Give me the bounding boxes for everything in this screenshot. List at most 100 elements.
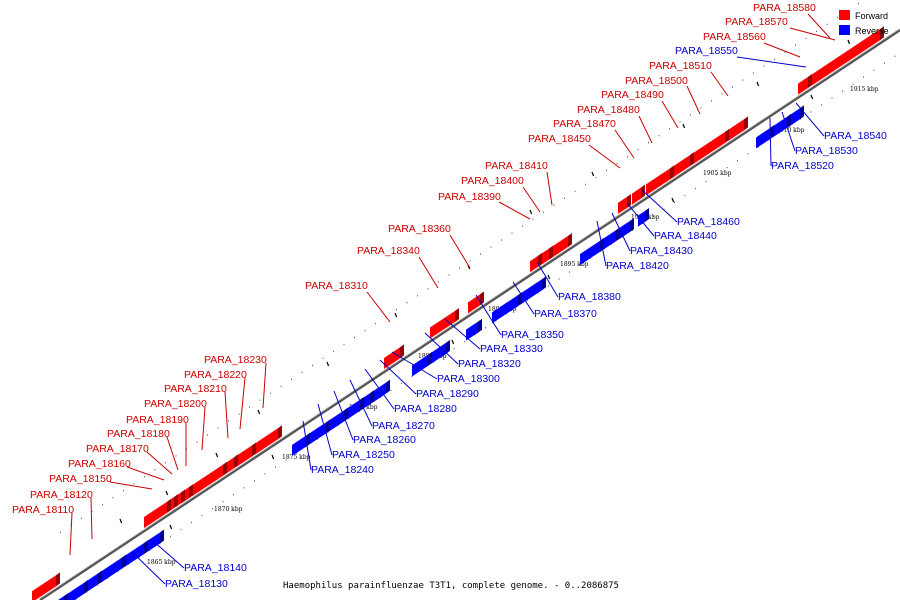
gene-face — [100, 557, 122, 584]
gene-label-para-18300[interactable]: PARA_18300 — [437, 373, 500, 385]
gene-label-para-18450[interactable]: PARA_18450 — [528, 133, 591, 145]
gene-forward-block[interactable] — [236, 442, 256, 468]
gene-label-para-18150[interactable]: PARA_18150 — [49, 473, 112, 485]
gene-label-para-18510[interactable]: PARA_18510 — [649, 60, 712, 72]
gene-label-para-18520[interactable]: PARA_18520 — [771, 160, 834, 172]
gene-label-para-18560[interactable]: PARA_18560 — [703, 31, 766, 43]
gene-label-para-18500[interactable]: PARA_18500 — [625, 75, 688, 87]
gene-label-para-18570[interactable]: PARA_18570 — [725, 16, 788, 28]
gene-label-para-18390[interactable]: PARA_18390 — [438, 191, 501, 203]
genome-axis-line — [39, 28, 900, 602]
gene-label-para-18440[interactable]: PARA_18440 — [654, 230, 717, 242]
tick-dot — [207, 434, 208, 436]
gene-label-para-18140[interactable]: PARA_18140 — [184, 562, 247, 574]
gene-forward-block[interactable] — [540, 245, 553, 266]
gene-label-para-18250[interactable]: PARA_18250 — [332, 449, 395, 461]
gene-label-para-18490[interactable]: PARA_18490 — [601, 89, 664, 101]
gene-label-para-18410[interactable]: PARA_18410 — [485, 160, 548, 172]
gene-label-para-18260[interactable]: PARA_18260 — [353, 434, 416, 446]
gene-label-para-18280[interactable]: PARA_18280 — [394, 403, 457, 415]
gene-top — [870, 26, 884, 36]
gene-forward-block[interactable] — [430, 307, 459, 339]
gene-label-para-18230[interactable]: PARA_18230 — [204, 354, 267, 366]
gene-label-para-18200[interactable]: PARA_18200 — [144, 398, 207, 410]
gene-label-para-18220[interactable]: PARA_18220 — [184, 369, 247, 381]
gene-forward-block[interactable] — [192, 461, 227, 497]
gene-label-para-18180[interactable]: PARA_18180 — [107, 428, 170, 440]
gene-label-para-18470[interactable]: PARA_18470 — [553, 118, 616, 130]
gene-label-para-18320[interactable]: PARA_18320 — [458, 358, 521, 370]
gene-label-para-18160[interactable]: PARA_18160 — [68, 458, 131, 470]
gene-forward-block[interactable] — [672, 152, 694, 179]
gene-label-para-18550[interactable]: PARA_18550 — [675, 45, 738, 57]
gene-label-para-18540[interactable]: PARA_18540 — [824, 130, 887, 142]
gene-forward-block[interactable] — [144, 498, 171, 529]
gene-forward-block[interactable] — [255, 425, 282, 455]
gene-label-para-18420[interactable]: PARA_18420 — [606, 260, 669, 272]
gene-forward-block[interactable] — [550, 233, 572, 259]
tick-dot — [485, 327, 486, 329]
gene-label-para-18340[interactable]: PARA_18340 — [357, 245, 420, 257]
gene-forward-block[interactable] — [870, 26, 884, 47]
gene-reverse-block[interactable] — [146, 529, 164, 553]
gene-reverse-block[interactable] — [346, 396, 364, 421]
gene-reverse-block[interactable] — [86, 570, 102, 593]
gene-label-para-18530[interactable]: PARA_18530 — [795, 145, 858, 157]
gene-label-para-18270[interactable]: PARA_18270 — [372, 420, 435, 432]
gene-end — [670, 165, 674, 180]
gene-label-para-18330[interactable]: PARA_18330 — [480, 343, 543, 355]
gene-forward-block[interactable] — [798, 73, 812, 95]
gene-reverse-block[interactable] — [68, 579, 88, 605]
gene-reverse-block[interactable] — [328, 407, 348, 433]
gene-label-para-18240[interactable]: PARA_18240 — [311, 464, 374, 476]
gene-reverse-block[interactable] — [372, 379, 390, 403]
gene-label-para-18210[interactable]: PARA_18210 — [164, 383, 227, 395]
gene-reverse-block[interactable] — [124, 540, 148, 568]
gene-label-para-18290[interactable]: PARA_18290 — [416, 388, 479, 400]
gene-label-para-18110[interactable]: PARA_18110 — [12, 504, 74, 516]
gene-label-para-18360[interactable]: PARA_18360 — [388, 223, 451, 235]
kbp-label: 1910 kbp — [776, 127, 805, 134]
gene-top — [255, 425, 282, 444]
gene-forward-block[interactable] — [384, 344, 404, 369]
gene-reverse-block[interactable] — [430, 339, 450, 365]
gene-label-para-18480[interactable]: PARA_18480 — [577, 104, 640, 116]
gene-reverse-block[interactable] — [580, 237, 604, 266]
gene-label-para-18460[interactable]: PARA_18460 — [677, 216, 740, 228]
gene-reverse-block[interactable] — [602, 227, 620, 251]
gene-forward-block[interactable] — [646, 165, 674, 196]
gene-reverse-block[interactable] — [492, 292, 522, 324]
gene-reverse-block[interactable] — [466, 318, 482, 341]
gene-forward-block[interactable] — [468, 291, 484, 314]
gene-label-para-18170[interactable]: PARA_18170 — [86, 443, 149, 455]
tick-dot — [390, 389, 392, 391]
gene-reverse-block[interactable] — [756, 125, 774, 149]
gene-forward-block[interactable] — [32, 572, 60, 603]
gene-label-para-18580[interactable]: PARA_18580 — [753, 2, 816, 14]
gene-label-para-18190[interactable]: PARA_18190 — [126, 414, 189, 426]
gene-reverse-block[interactable] — [618, 217, 634, 240]
gene-reverse-block[interactable] — [412, 351, 432, 377]
gene-reverse-block[interactable] — [772, 113, 791, 138]
gene-label-para-18350[interactable]: PARA_18350 — [501, 329, 564, 341]
gene-forward-block[interactable] — [728, 116, 748, 141]
tick-dot — [233, 494, 234, 496]
gene-forward-block[interactable] — [530, 252, 542, 273]
gene-forward-block[interactable] — [225, 454, 238, 475]
gene-label-para-18400[interactable]: PARA_18400 — [461, 175, 524, 187]
gene-forward-block[interactable] — [632, 184, 645, 205]
leader-line — [512, 281, 535, 315]
gene-label-para-18120[interactable]: PARA_18120 — [30, 489, 93, 501]
gene-label-para-18430[interactable]: PARA_18430 — [630, 245, 693, 257]
gene-reverse-block[interactable] — [308, 419, 330, 446]
tick-dot — [123, 489, 124, 492]
gene-reverse-block[interactable] — [100, 554, 126, 584]
gene-forward-block[interactable] — [692, 128, 729, 165]
gene-label-para-18310[interactable]: PARA_18310 — [305, 280, 368, 292]
gene-label-para-18130[interactable]: PARA_18130 — [165, 578, 228, 590]
gene-forward-block[interactable] — [812, 32, 874, 86]
gene-label-para-18370[interactable]: PARA_18370 — [534, 308, 597, 320]
gene-reverse-block[interactable] — [520, 276, 546, 305]
gene-label-para-18380[interactable]: PARA_18380 — [558, 291, 621, 303]
gene-forward-block[interactable] — [618, 193, 631, 214]
